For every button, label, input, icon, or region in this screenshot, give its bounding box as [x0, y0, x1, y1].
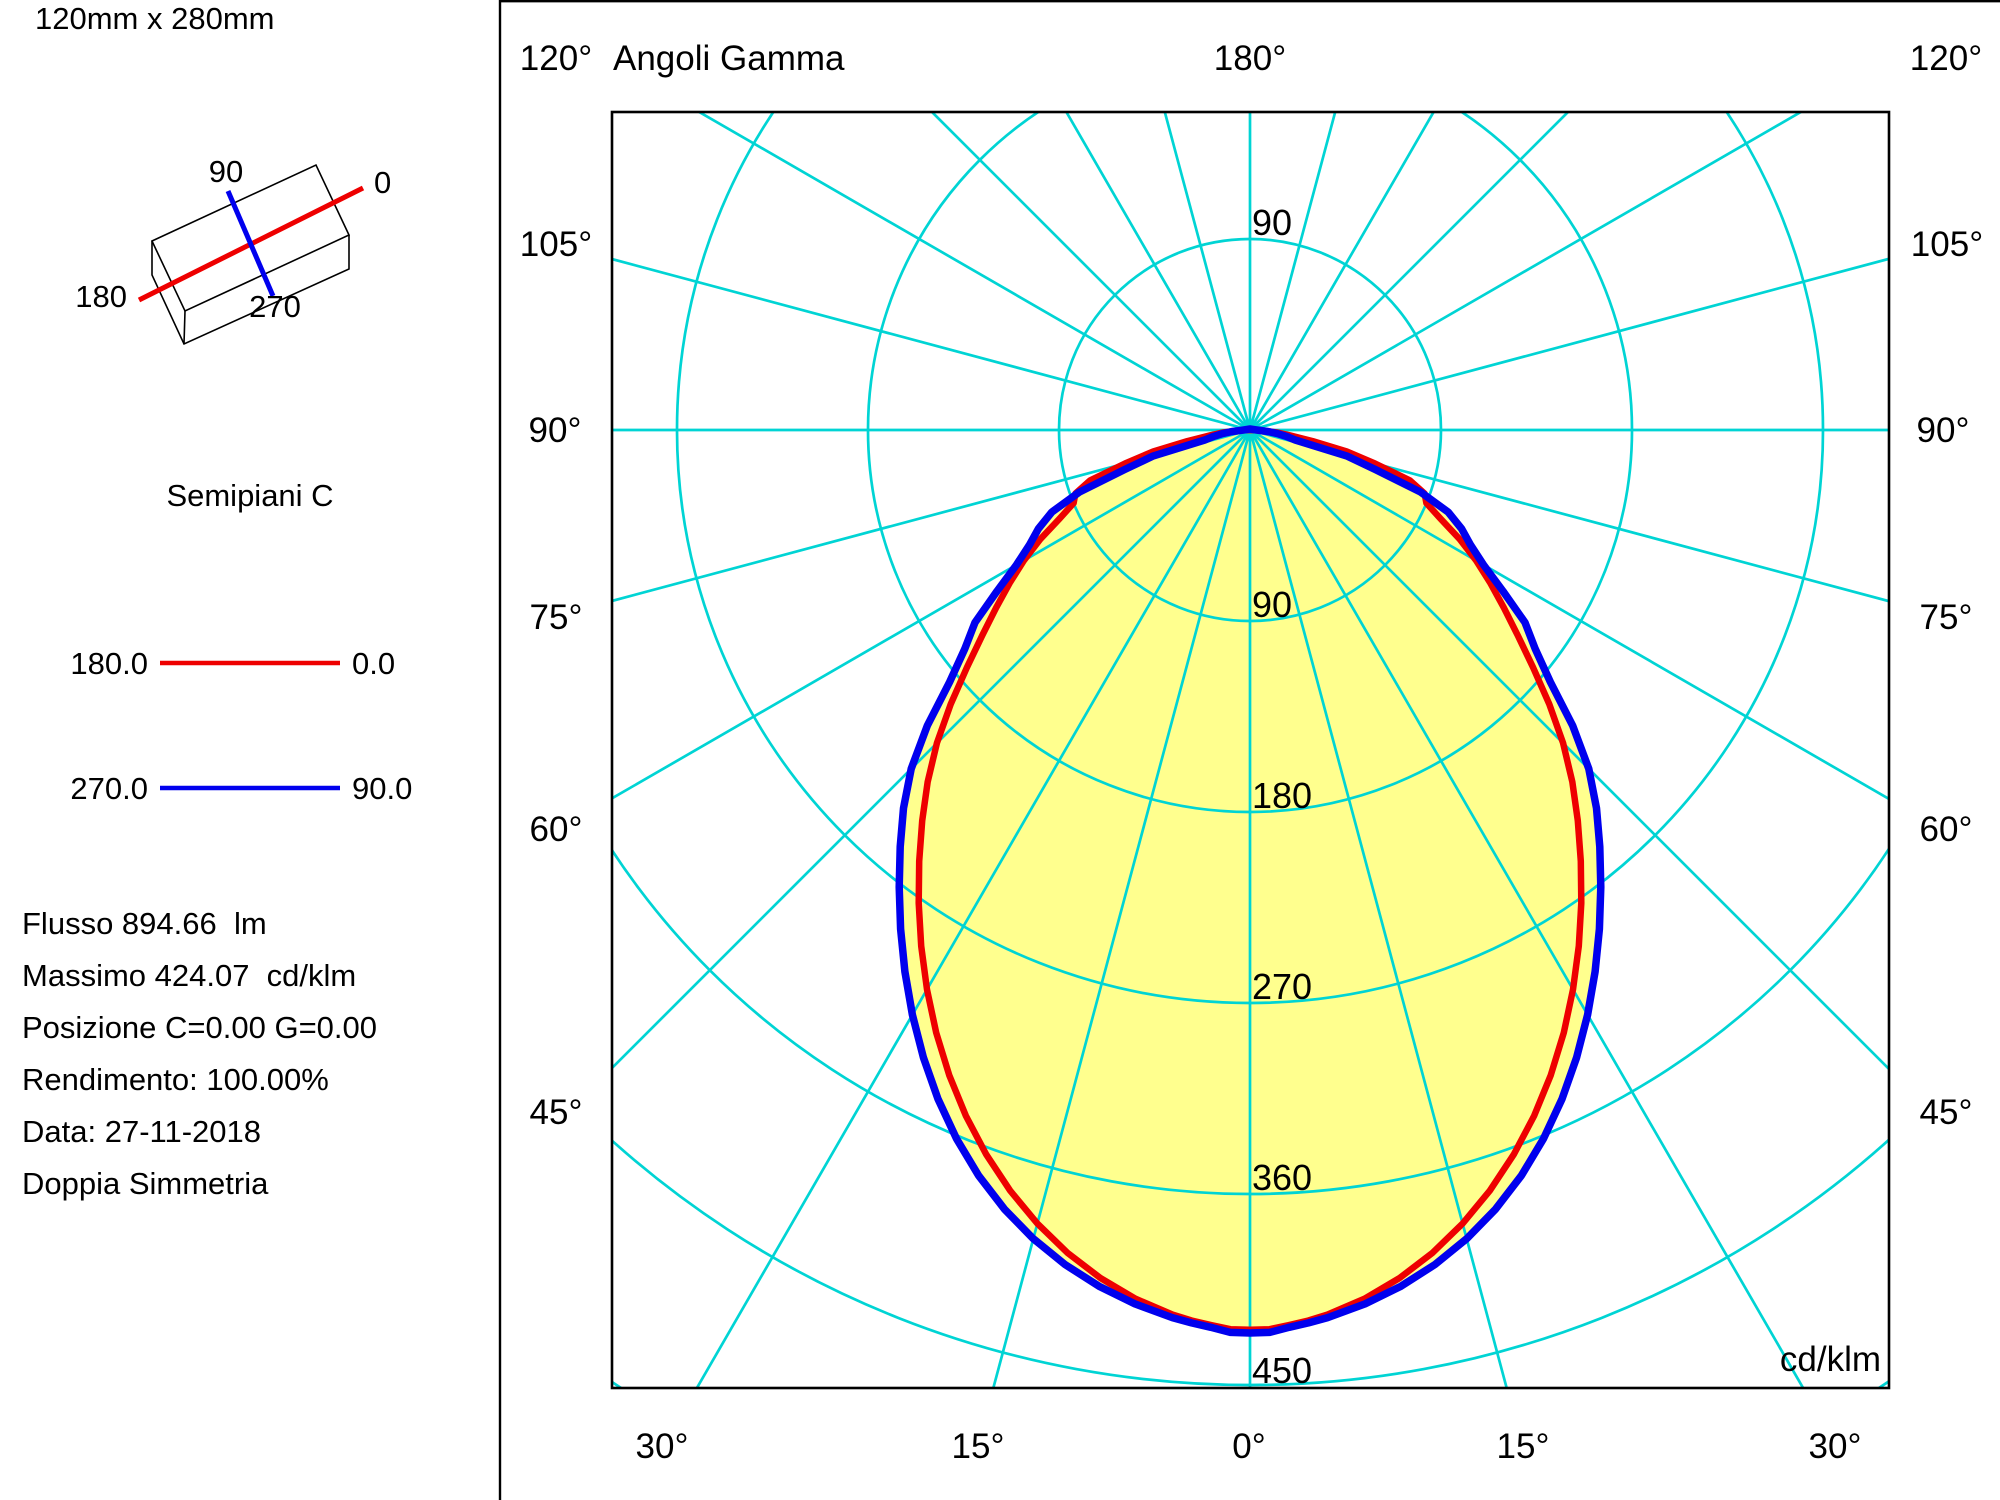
svg-text:45°: 45° [530, 1093, 583, 1132]
svg-text:120°: 120° [520, 39, 592, 78]
svg-text:Semipiani C: Semipiani C [166, 478, 333, 513]
svg-text:90.0: 90.0 [352, 771, 412, 806]
svg-text:cd/klm: cd/klm [1780, 1340, 1881, 1379]
svg-text:0°: 0° [1232, 1427, 1265, 1466]
svg-text:Flusso 894.66 lm: Flusso 894.66 lm [22, 906, 267, 941]
svg-text:270.0: 270.0 [70, 771, 148, 806]
svg-text:180°: 180° [1214, 39, 1286, 78]
svg-text:45°: 45° [1920, 1093, 1973, 1132]
svg-text:Posizione C=0.00 G=0.00: Posizione C=0.00 G=0.00 [22, 1010, 377, 1045]
svg-text:60°: 60° [1920, 810, 1973, 849]
svg-text:75°: 75° [530, 598, 583, 637]
svg-text:180: 180 [1252, 775, 1312, 816]
svg-text:360: 360 [1252, 1157, 1312, 1198]
svg-text:15°: 15° [952, 1427, 1005, 1466]
svg-text:Angoli Gamma: Angoli Gamma [613, 39, 845, 78]
svg-text:Doppia Simmetria: Doppia Simmetria [22, 1166, 269, 1201]
svg-text:60°: 60° [530, 810, 583, 849]
svg-text:90: 90 [1252, 202, 1292, 243]
svg-text:270: 270 [1252, 966, 1312, 1007]
svg-text:90°: 90° [1917, 411, 1970, 450]
svg-text:180: 180 [75, 279, 127, 314]
svg-text:Rendimento: 100.00%: Rendimento: 100.00% [22, 1062, 329, 1097]
svg-text:0.0: 0.0 [352, 646, 395, 681]
svg-text:180.0: 180.0 [70, 646, 148, 681]
svg-text:105°: 105° [520, 225, 592, 264]
svg-text:90: 90 [209, 154, 243, 189]
svg-text:Massimo 424.07 cd/klm: Massimo 424.07 cd/klm [22, 958, 356, 993]
svg-text:90°: 90° [529, 411, 582, 450]
svg-text:75°: 75° [1920, 598, 1973, 637]
svg-text:30°: 30° [1809, 1427, 1862, 1466]
svg-text:Data: 27-11-2018: Data: 27-11-2018 [22, 1114, 261, 1149]
svg-text:90: 90 [1252, 584, 1292, 625]
svg-text:120°: 120° [1910, 39, 1982, 78]
svg-text:0: 0 [374, 165, 391, 200]
svg-text:270: 270 [249, 289, 301, 324]
svg-text:30°: 30° [636, 1427, 689, 1466]
svg-text:15°: 15° [1497, 1427, 1550, 1466]
svg-text:120mm x 280mm: 120mm x 280mm [35, 1, 274, 36]
svg-text:450: 450 [1252, 1350, 1312, 1391]
svg-text:105°: 105° [1911, 225, 1983, 264]
